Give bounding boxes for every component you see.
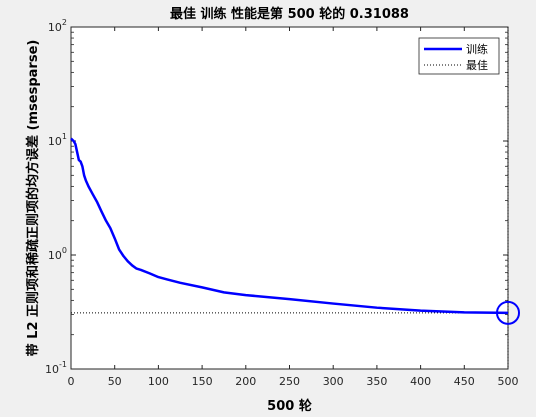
train-series-line bbox=[70, 137, 509, 315]
y-tick-label: 101 bbox=[48, 132, 67, 148]
y-tick-exponent: 1 bbox=[62, 132, 67, 141]
legend-label-best: 最佳 bbox=[466, 58, 488, 72]
y-tick-label: 10-1 bbox=[45, 360, 67, 376]
series-layer bbox=[70, 27, 520, 369]
x-tick-label: 450 bbox=[454, 375, 475, 388]
x-tick-label: 400 bbox=[410, 375, 431, 388]
x-tick-label: 250 bbox=[279, 375, 300, 388]
x-tick-label: 500 bbox=[498, 375, 519, 388]
y-tick-exponent: -1 bbox=[59, 360, 67, 369]
y-tick-label: 102 bbox=[48, 18, 67, 34]
x-tick-label: 50 bbox=[108, 375, 122, 388]
y-tick-exponent: 0 bbox=[62, 246, 67, 255]
x-tick-label: 0 bbox=[68, 375, 75, 388]
x-tick-label: 150 bbox=[192, 375, 213, 388]
x-tick-label: 100 bbox=[148, 375, 169, 388]
best-point-marker bbox=[496, 300, 520, 325]
chart-title: 最佳 训练 性能是第 500 轮的 0.31088 bbox=[170, 6, 409, 22]
plot-area bbox=[70, 26, 509, 370]
y-tick-label: 100 bbox=[48, 246, 67, 262]
y-tick-base: 10 bbox=[48, 21, 62, 34]
x-tick-label: 300 bbox=[323, 375, 344, 388]
y-tick-base: 10 bbox=[48, 249, 62, 262]
x-tick-label: 350 bbox=[366, 375, 387, 388]
legend-label-train: 训练 bbox=[466, 42, 488, 56]
legend-box bbox=[418, 37, 500, 75]
y-axis-label: 带 L2 正则项和稀疏正则项的均方误差 (msesparse) bbox=[25, 40, 41, 357]
y-tick-base: 10 bbox=[48, 135, 62, 148]
y-tick-base: 10 bbox=[45, 363, 59, 376]
axis-ticks: 0 50 100 150 200 250 300 350 400 450 50010-1100101… bbox=[45, 18, 518, 388]
y-tick-exponent: 2 bbox=[62, 18, 67, 27]
x-axis-label: 500 轮 bbox=[267, 398, 312, 414]
legend: 训练 最佳 bbox=[418, 37, 500, 75]
x-tick-label: 200 bbox=[235, 375, 256, 388]
